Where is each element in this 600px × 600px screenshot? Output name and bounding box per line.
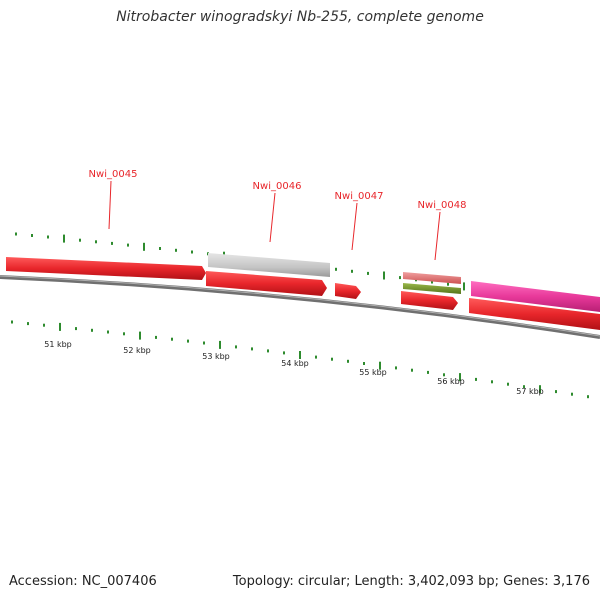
inner-minor-tick <box>507 382 509 386</box>
outer-minor-tick <box>447 282 449 286</box>
outer-minor-tick <box>367 271 369 275</box>
inner-minor-tick <box>411 368 413 372</box>
inner-major-tick <box>59 322 61 331</box>
inner-minor-tick <box>155 335 157 339</box>
outer-minor-tick <box>111 241 113 245</box>
outer-minor-tick <box>431 280 433 284</box>
inner-minor-tick <box>251 347 253 351</box>
inner-minor-tick <box>587 395 589 399</box>
inner-minor-tick <box>395 366 397 370</box>
inner-minor-tick <box>11 320 13 324</box>
outer-minor-tick <box>159 247 161 250</box>
gene-nwi-0047[interactable] <box>335 283 361 299</box>
inner-minor-tick <box>187 339 189 343</box>
inner-minor-tick <box>91 328 93 332</box>
outer-minor-tick <box>31 234 33 237</box>
outer-major-tick <box>63 234 65 243</box>
inner-minor-tick <box>27 322 29 326</box>
inner-major-tick <box>219 340 221 349</box>
gene-nwi-0048-upper-salmon[interactable] <box>403 272 461 284</box>
kbp-label-51: 51 kbp <box>44 340 72 349</box>
label-line-nwi-0046 <box>269 192 276 243</box>
outer-major-tick <box>383 271 385 280</box>
inner-minor-tick <box>283 351 285 355</box>
kbp-label-57: 57 kbp <box>516 387 544 396</box>
inner-tick-marks <box>11 320 589 399</box>
gene-label-nwi-0048[interactable]: Nwi_0048 <box>418 200 467 211</box>
kbp-label-54: 54 kbp <box>281 359 309 368</box>
label-line-nwi-0045 <box>108 180 112 230</box>
inner-major-tick <box>139 331 141 340</box>
label-line-nwi-0048 <box>434 211 441 261</box>
accession-text: Accession: NC_007406 <box>9 574 157 589</box>
inner-major-tick <box>379 361 381 370</box>
inner-minor-tick <box>491 380 493 384</box>
inner-minor-tick <box>443 373 445 377</box>
gene-nwi-0046-upper[interactable] <box>208 253 330 277</box>
kbp-label-52: 52 kbp <box>123 346 151 355</box>
inner-minor-tick <box>571 392 573 396</box>
outer-minor-tick <box>95 240 97 244</box>
inner-minor-tick <box>363 362 365 365</box>
inner-minor-tick <box>75 327 77 331</box>
genome-backbone-highlight <box>0 275 600 337</box>
inner-minor-tick <box>347 359 349 363</box>
gene-label-nwi-0047[interactable]: Nwi_0047 <box>335 191 384 202</box>
outer-minor-tick <box>191 250 193 254</box>
inner-minor-tick <box>523 385 525 389</box>
inner-minor-tick <box>267 349 269 353</box>
outer-minor-tick <box>399 276 401 280</box>
inner-minor-tick <box>203 341 205 345</box>
genome-summary-text: Topology: circular; Length: 3,402,093 bp… <box>232 574 590 589</box>
kbp-label-53: 53 kbp <box>202 352 230 361</box>
inner-minor-tick <box>315 355 317 359</box>
gene-nwi-0048-lower[interactable] <box>401 291 458 310</box>
inner-minor-tick <box>43 323 45 327</box>
outer-major-tick <box>463 282 465 291</box>
outer-minor-tick <box>127 243 129 247</box>
gene-red-lower-right[interactable] <box>469 298 600 330</box>
outer-minor-tick <box>47 235 49 239</box>
label-line-nwi-0047 <box>351 202 358 251</box>
inner-major-tick <box>299 351 301 359</box>
inner-minor-tick <box>171 337 173 341</box>
genome-backbone <box>0 275 600 339</box>
outer-minor-tick <box>79 238 81 242</box>
map-title: Nitrobacter winogradskyi Nb-255, complet… <box>116 9 484 25</box>
gene-label-nwi-0045[interactable]: Nwi_0045 <box>89 169 138 180</box>
inner-minor-tick <box>235 345 237 349</box>
inner-minor-tick <box>331 357 333 361</box>
outer-minor-tick <box>335 267 337 271</box>
gene-label-nwi-0046[interactable]: Nwi_0046 <box>253 181 302 192</box>
outer-minor-tick <box>175 248 177 252</box>
gene-nwi-0045-upper[interactable] <box>6 257 206 280</box>
inner-minor-tick <box>123 332 125 336</box>
outer-minor-tick <box>351 269 353 273</box>
inner-minor-tick <box>427 370 429 374</box>
inner-minor-tick <box>475 377 477 381</box>
inner-minor-tick <box>107 330 109 334</box>
kbp-label-55: 55 kbp <box>359 368 387 377</box>
outer-major-tick <box>143 242 145 251</box>
inner-major-tick <box>539 385 541 394</box>
gene-nwi-0048-upper-olive[interactable] <box>403 283 461 294</box>
kbp-label-56: 56 kbp <box>437 377 465 386</box>
inner-major-tick <box>459 373 461 382</box>
outer-minor-tick <box>15 232 17 236</box>
inner-minor-tick <box>555 390 557 394</box>
gene-pink-upper[interactable] <box>471 281 600 312</box>
gene-nwi-0046-lower[interactable] <box>206 271 327 296</box>
